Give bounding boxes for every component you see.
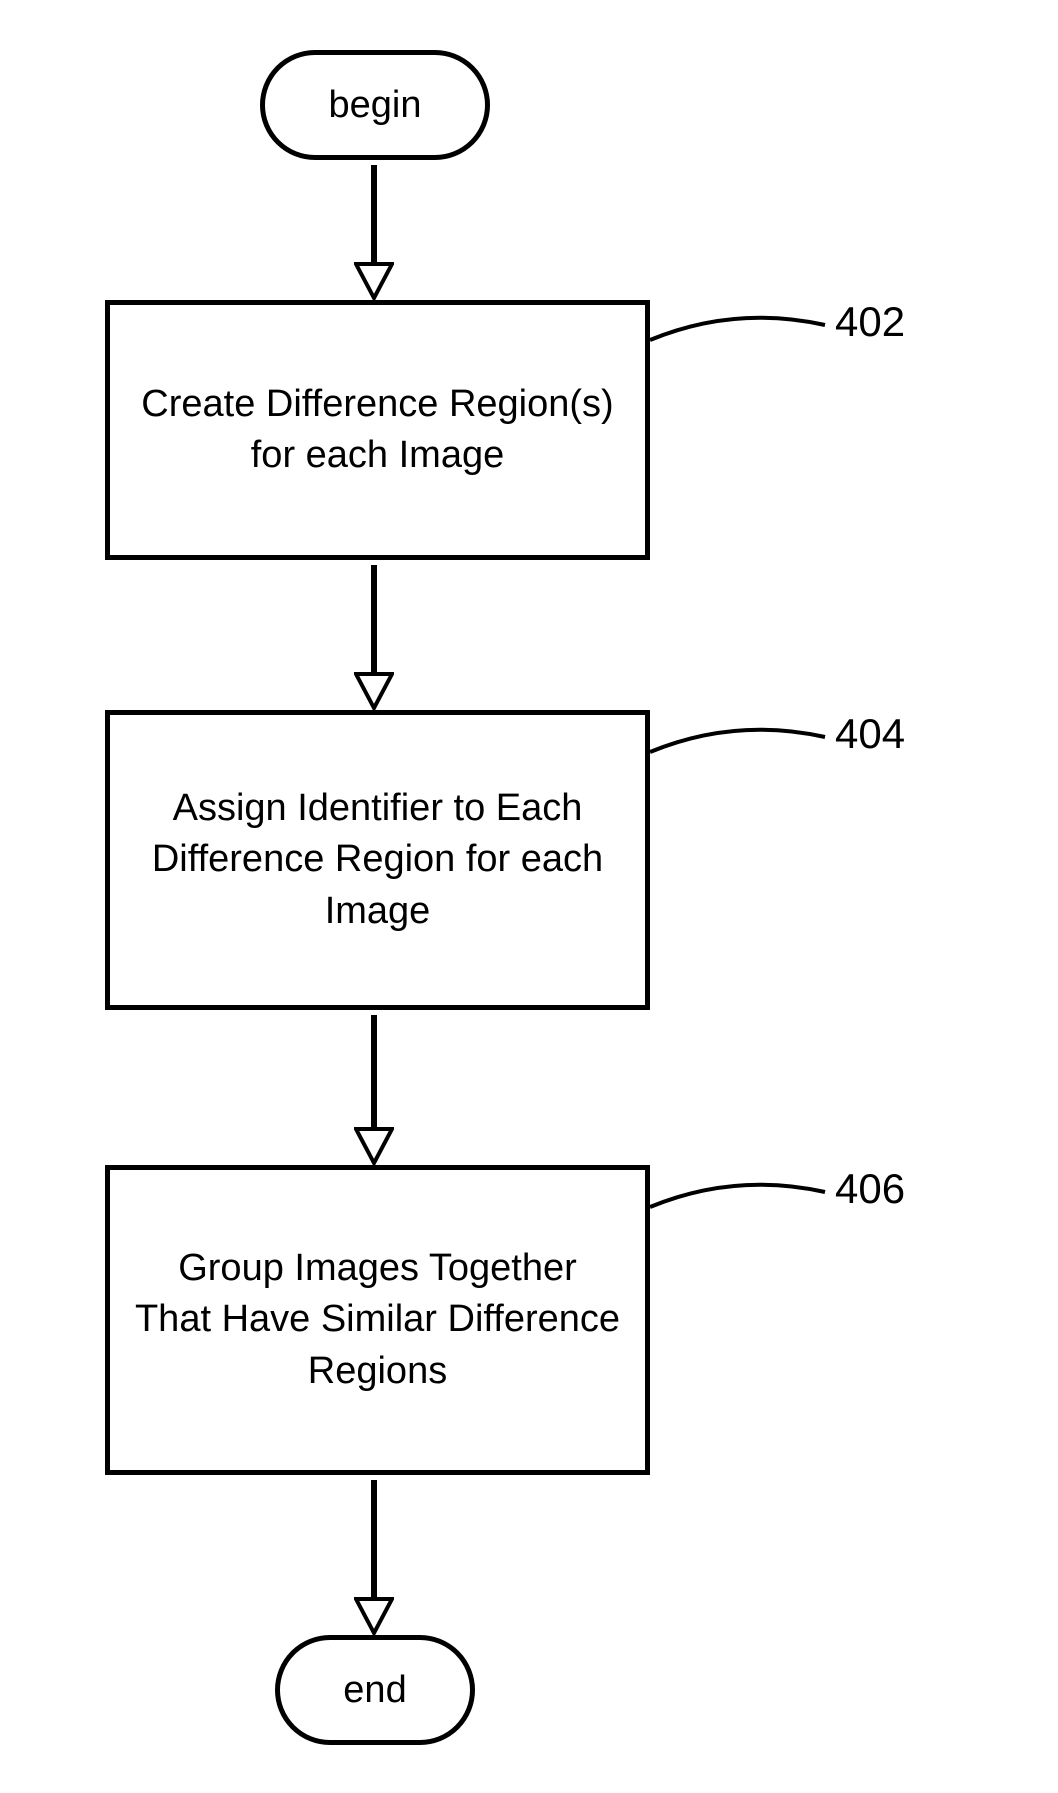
terminal-begin: begin xyxy=(260,50,490,160)
callout-curve-2 xyxy=(645,712,835,772)
step3-line3: Regions xyxy=(308,1350,447,1392)
flowchart-container: begin Create Difference Region(s) for ea… xyxy=(0,0,1058,1793)
edge-begin-step1 xyxy=(371,165,377,265)
process-step1-text: Create Difference Region(s) for each Ima… xyxy=(141,379,613,482)
process-step2: Assign Identifier to Each Difference Reg… xyxy=(105,710,650,1010)
process-step3: Group Images Together That Have Similar … xyxy=(105,1165,650,1475)
arrowhead-4 xyxy=(354,1595,394,1635)
step2-line1: Assign Identifier to Each xyxy=(173,787,583,829)
step1-line1: Create Difference Region(s) xyxy=(141,383,613,425)
process-step1: Create Difference Region(s) for each Ima… xyxy=(105,300,650,560)
callout-label-406: 406 xyxy=(835,1165,905,1213)
step2-line2: Difference Region for each xyxy=(152,838,603,880)
process-step2-text: Assign Identifier to Each Difference Reg… xyxy=(152,783,603,937)
step1-line2: for each Image xyxy=(251,434,504,476)
arrowhead-2 xyxy=(354,670,394,710)
process-step3-text: Group Images Together That Have Similar … xyxy=(135,1243,620,1397)
edge-step3-end xyxy=(371,1480,377,1600)
terminal-end: end xyxy=(275,1635,475,1745)
arrowhead-1 xyxy=(354,260,394,300)
callout-label-402: 402 xyxy=(835,298,905,346)
callout-curve-1 xyxy=(645,300,835,360)
step3-line1: Group Images Together xyxy=(178,1247,577,1289)
edge-step1-step2 xyxy=(371,565,377,675)
step3-line2: That Have Similar Difference xyxy=(135,1298,620,1340)
arrowhead-3 xyxy=(354,1125,394,1165)
terminal-begin-label: begin xyxy=(329,84,422,127)
edge-step2-step3 xyxy=(371,1015,377,1130)
callout-label-404: 404 xyxy=(835,710,905,758)
step2-line3: Image xyxy=(325,890,431,932)
callout-curve-3 xyxy=(645,1167,835,1227)
terminal-end-label: end xyxy=(343,1669,406,1712)
